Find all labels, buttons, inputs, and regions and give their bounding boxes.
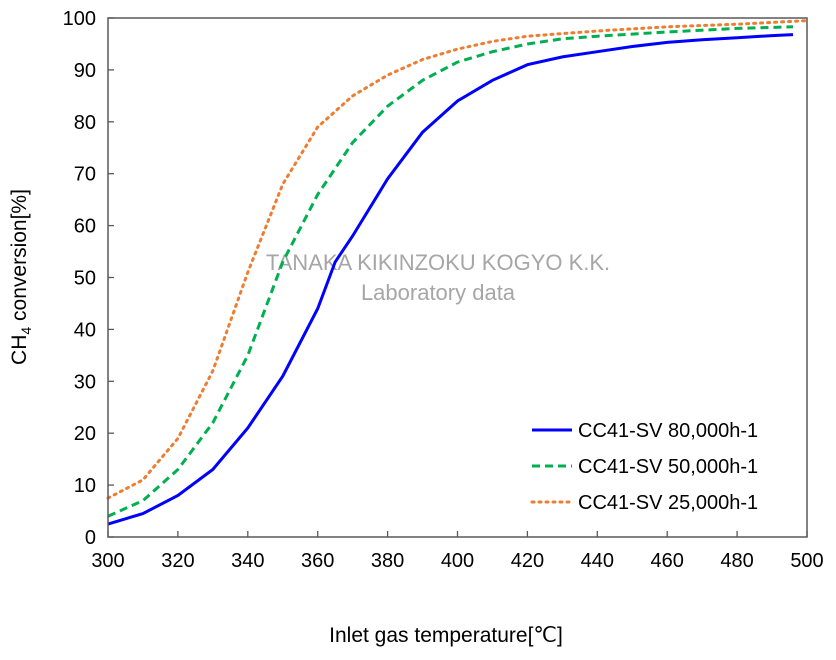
y-tick-label: 10 (74, 475, 96, 497)
legend: CC41-SV 80,000h-1 CC41-SV 50,000h-1 CC41-S… (530, 420, 758, 514)
y-label-sub: 4 (18, 327, 34, 335)
x-axis-label: Inlet gas temperature[℃] (329, 624, 563, 647)
y-tick-label: 50 (74, 268, 96, 290)
legend-label-1: CC41-SV 50,000h-1 (578, 456, 758, 478)
x-tick-label: 340 (231, 550, 264, 572)
y-tick-label: 0 (85, 527, 96, 549)
watermark-line-2: Laboratory data (361, 280, 516, 305)
x-tick-label: 400 (441, 550, 474, 572)
series-line-2 (106, 19, 809, 500)
y-tick-label: 70 (74, 164, 96, 186)
y-tick-label: 40 (74, 319, 96, 341)
y-tick-label: 80 (74, 112, 96, 134)
y-tick-label: 90 (74, 60, 96, 82)
y-axis: 0 10 20 30 40 50 60 70 80 90 100 (63, 8, 114, 549)
y-axis-label: CH4 conversion[%] (8, 189, 34, 365)
series-line-0 (107, 33, 794, 526)
y-tick-label: 30 (74, 371, 96, 393)
y-tick-label: 100 (63, 8, 96, 30)
x-tick-label: 500 (790, 550, 823, 572)
x-tick-label: 320 (161, 550, 194, 572)
y-label-rest: conversion[%] (8, 189, 31, 327)
y-tick-label: 20 (74, 423, 96, 445)
x-tick-label: 300 (91, 550, 124, 572)
x-tick-label: 460 (651, 550, 684, 572)
plot-frame (107, 17, 808, 538)
series-lines (106, 19, 809, 526)
x-tick-label: 420 (511, 550, 544, 572)
x-tick-label: 380 (371, 550, 404, 572)
watermark-line-1: TANAKA KIKINZOKU KOGYO K.K. (266, 250, 610, 275)
legend-label-2: CC41-SV 25,000h-1 (578, 492, 758, 514)
x-tick-label: 360 (301, 550, 334, 572)
watermark: TANAKA KIKINZOKU KOGYO K.K. Laboratory d… (266, 250, 610, 305)
legend-label-0: CC41-SV 80,000h-1 (578, 420, 758, 442)
y-label-main: CH (8, 335, 31, 365)
x-tick-label: 480 (720, 550, 753, 572)
series-line-1 (107, 25, 794, 518)
y-tick-label: 60 (74, 216, 96, 238)
x-axis: 300 320 340 360 380 400 420 440 460 480 500 (91, 531, 824, 572)
x-tick-label: 440 (581, 550, 614, 572)
